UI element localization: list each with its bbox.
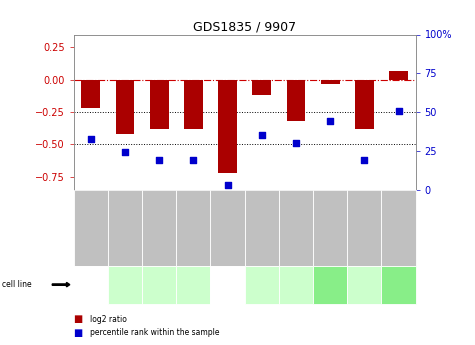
Text: liposar-
coma: liposar- coma (218, 279, 237, 290)
Text: GSM90613: GSM90613 (362, 211, 367, 245)
Bar (150, 80, 169, 129)
Point (292, 140, 300, 146)
Text: GSM90617: GSM90617 (157, 211, 162, 245)
Point (258, 132, 266, 138)
Text: skin: skin (325, 282, 335, 287)
Text: ■: ■ (74, 328, 83, 338)
Text: GSM90620: GSM90620 (328, 211, 332, 245)
Title: GDS1835 / 9907: GDS1835 / 9907 (193, 20, 296, 33)
Point (155, 157, 163, 163)
Text: percentile rank within the sample: percentile rank within the sample (90, 328, 220, 337)
Bar (286, 80, 305, 121)
Point (326, 119, 334, 124)
Text: GSM90612: GSM90612 (259, 211, 264, 245)
Text: cell line: cell line (2, 280, 32, 289)
Text: breast: breast (151, 282, 168, 287)
Text: GSM90614: GSM90614 (294, 211, 298, 245)
Point (121, 150, 129, 155)
Text: B lymph
ocyte: B lymph ocyte (80, 279, 102, 290)
Bar (355, 80, 374, 129)
Text: T lymph-
oblast: T lymph- oblast (352, 279, 376, 290)
Text: liver: liver (256, 282, 267, 287)
Text: GSM90616: GSM90616 (396, 211, 401, 245)
Bar (115, 80, 134, 134)
Bar (321, 80, 340, 84)
Point (224, 182, 231, 188)
Text: GSM90615: GSM90615 (191, 211, 196, 245)
Bar (81, 80, 100, 108)
Text: GSM90619: GSM90619 (225, 211, 230, 245)
Bar (252, 80, 271, 95)
Point (190, 157, 197, 163)
Bar (389, 71, 408, 80)
Text: log2 ratio: log2 ratio (90, 315, 127, 324)
Text: testis: testis (391, 282, 406, 287)
Bar (184, 80, 203, 129)
Point (361, 157, 368, 163)
Text: GSM90618: GSM90618 (123, 211, 127, 245)
Text: GSM90611: GSM90611 (88, 211, 93, 245)
Point (395, 108, 402, 113)
Text: cervix: cervix (185, 282, 201, 287)
Point (87, 136, 95, 141)
Bar (218, 80, 237, 173)
Text: brain: brain (118, 282, 132, 287)
Text: ■: ■ (74, 314, 83, 324)
Text: macroph-
age: macroph- age (283, 279, 309, 290)
